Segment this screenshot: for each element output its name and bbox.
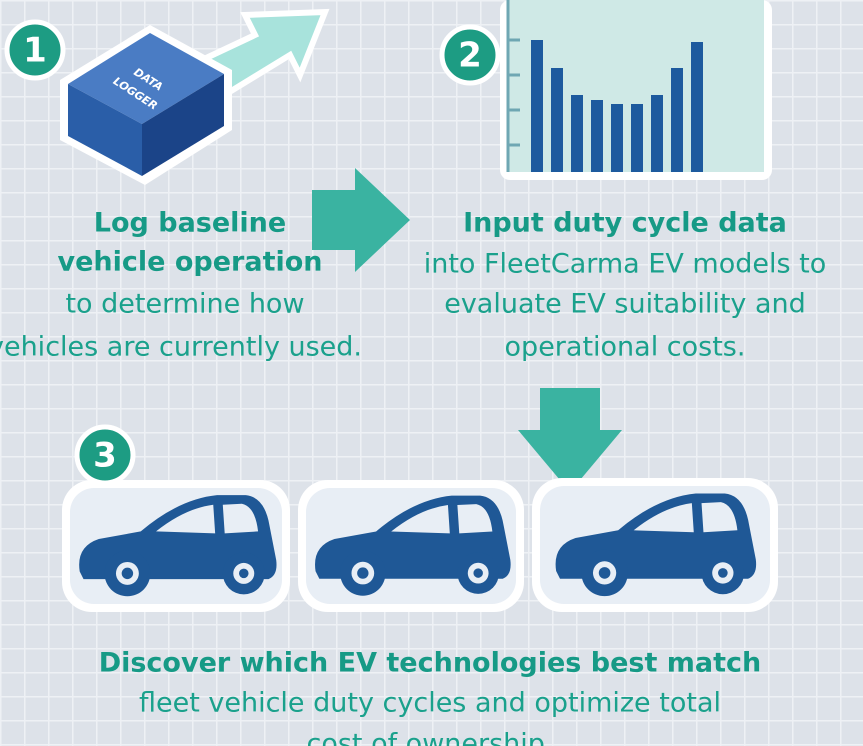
- step-number: 2: [458, 36, 482, 76]
- step-body: operational costs.: [505, 332, 746, 363]
- chart-icon: [500, 0, 772, 180]
- car-icons: [62, 478, 778, 612]
- page: DATA LOGGER 1 2 Log baseline vehicle ope…: [0, 0, 863, 746]
- step-heading: vehicle operation: [57, 247, 322, 278]
- step-body: vehicles are currently used.: [0, 332, 362, 363]
- step-body: fleet vehicle duty cycles and optimize t…: [139, 688, 721, 719]
- step-number: 1: [23, 31, 47, 71]
- step-body: into FleetCarma EV models to: [424, 249, 827, 280]
- step-heading: Log baseline: [94, 208, 286, 239]
- step-body: evaluate EV suitability and: [444, 289, 806, 320]
- step-body: to determine how: [65, 289, 304, 320]
- step-body: cost of ownership.: [306, 729, 553, 746]
- step-number: 3: [93, 436, 117, 476]
- step-heading: Input duty cycle data: [463, 208, 787, 239]
- infographic: DATA LOGGER 1 2 Log baseline vehicle ope…: [0, 0, 863, 746]
- step-heading: Discover which EV technologies best matc…: [99, 648, 762, 679]
